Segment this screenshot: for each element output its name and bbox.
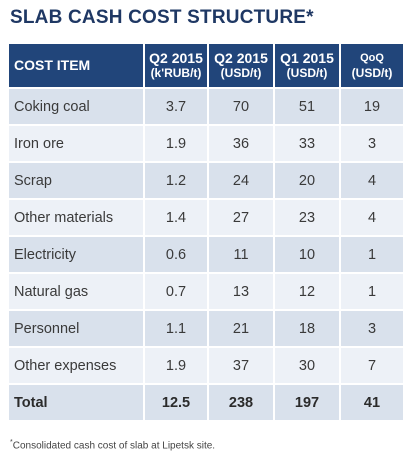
cost-item-cell: Natural gas: [9, 274, 143, 309]
total-qoq: 41: [341, 385, 403, 420]
total-q1-usd: 197: [275, 385, 339, 420]
qoq-cell: 4: [341, 163, 403, 198]
column-header-q2-krub: Q2 2015 (k'RUB/t): [145, 44, 207, 87]
q1-usd-cell: 10: [275, 237, 339, 272]
column-header-unit: (k'RUB/t): [150, 65, 202, 80]
q2-usd-cell: 11: [209, 237, 273, 272]
qoq-cell: 4: [341, 200, 403, 235]
table-row: Scrap 1.2 24 20 4: [9, 163, 403, 198]
qoq-cell: 7: [341, 348, 403, 383]
q2-krub-cell: 0.7: [145, 274, 207, 309]
q1-usd-cell: 18: [275, 311, 339, 346]
column-header-label: QoQ: [360, 51, 384, 64]
column-header-label: Q2 2015: [214, 49, 268, 66]
q2-krub-cell: 1.9: [145, 348, 207, 383]
q2-usd-cell: 24: [209, 163, 273, 198]
q2-krub-cell: 1.2: [145, 163, 207, 198]
q2-usd-cell: 13: [209, 274, 273, 309]
footnote: *Consolidated cash cost of slab at Lipet…: [10, 439, 215, 451]
column-header-unit: (USD/t): [351, 65, 393, 80]
column-header-q1-usd: Q1 2015 (USD/t): [275, 44, 339, 87]
q2-usd-cell: 37: [209, 348, 273, 383]
q2-usd-cell: 36: [209, 126, 273, 161]
column-header-q2-usd: Q2 2015 (USD/t): [209, 44, 273, 87]
q2-krub-cell: 1.4: [145, 200, 207, 235]
total-label: Total: [9, 385, 143, 420]
table-row: Electricity 0.6 11 10 1: [9, 237, 403, 272]
column-header-label: Q2 2015: [149, 49, 203, 66]
q2-krub-cell: 1.9: [145, 126, 207, 161]
q2-krub-cell: 0.6: [145, 237, 207, 272]
q2-krub-cell: 3.7: [145, 89, 207, 124]
qoq-cell: 1: [341, 274, 403, 309]
q2-usd-cell: 21: [209, 311, 273, 346]
total-row: Total 12.5 238 197 41: [9, 385, 403, 420]
cost-item-cell: Scrap: [9, 163, 143, 198]
q1-usd-cell: 20: [275, 163, 339, 198]
q1-usd-cell: 23: [275, 200, 339, 235]
table-row: Iron ore 1.9 36 33 3: [9, 126, 403, 161]
table-row: Coking coal 3.7 70 51 19: [9, 89, 403, 124]
qoq-cell: 1: [341, 237, 403, 272]
q2-usd-cell: 27: [209, 200, 273, 235]
total-q2-usd: 238: [209, 385, 273, 420]
column-header-label: Q1 2015: [280, 49, 334, 66]
q1-usd-cell: 51: [275, 89, 339, 124]
column-header-label: COST ITEM: [14, 57, 91, 73]
q1-usd-cell: 33: [275, 126, 339, 161]
q1-usd-cell: 12: [275, 274, 339, 309]
total-q2-krub: 12.5: [145, 385, 207, 420]
cost-item-cell: Other expenses: [9, 348, 143, 383]
table-row: Other expenses 1.9 37 30 7: [9, 348, 403, 383]
page-title: SLAB CASH COST STRUCTURE*: [10, 7, 314, 28]
cost-table: COST ITEM Q2 2015 (k'RUB/t) Q2 2015 (USD…: [7, 42, 405, 422]
qoq-cell: 3: [341, 311, 403, 346]
cost-item-cell: Other materials: [9, 200, 143, 235]
cost-item-cell: Personnel: [9, 311, 143, 346]
table-row: Personnel 1.1 21 18 3: [9, 311, 403, 346]
table-row: Other materials 1.4 27 23 4: [9, 200, 403, 235]
cost-item-cell: Electricity: [9, 237, 143, 272]
table-header-row: COST ITEM Q2 2015 (k'RUB/t) Q2 2015 (USD…: [9, 44, 403, 87]
footnote-marker: *: [10, 439, 13, 446]
column-header-unit: (USD/t): [286, 65, 328, 80]
q2-krub-cell: 1.1: [145, 311, 207, 346]
qoq-cell: 19: [341, 89, 403, 124]
footnote-text: Consolidated cash cost of slab at Lipets…: [12, 440, 216, 452]
qoq-cell: 3: [341, 126, 403, 161]
cost-item-cell: Coking coal: [9, 89, 143, 124]
column-header-unit: (USD/t): [220, 65, 262, 80]
column-header-cost-item: COST ITEM: [9, 44, 143, 87]
q1-usd-cell: 30: [275, 348, 339, 383]
q2-usd-cell: 70: [209, 89, 273, 124]
table-row: Natural gas 0.7 13 12 1: [9, 274, 403, 309]
cost-item-cell: Iron ore: [9, 126, 143, 161]
column-header-qoq: QoQ (USD/t): [341, 44, 403, 87]
